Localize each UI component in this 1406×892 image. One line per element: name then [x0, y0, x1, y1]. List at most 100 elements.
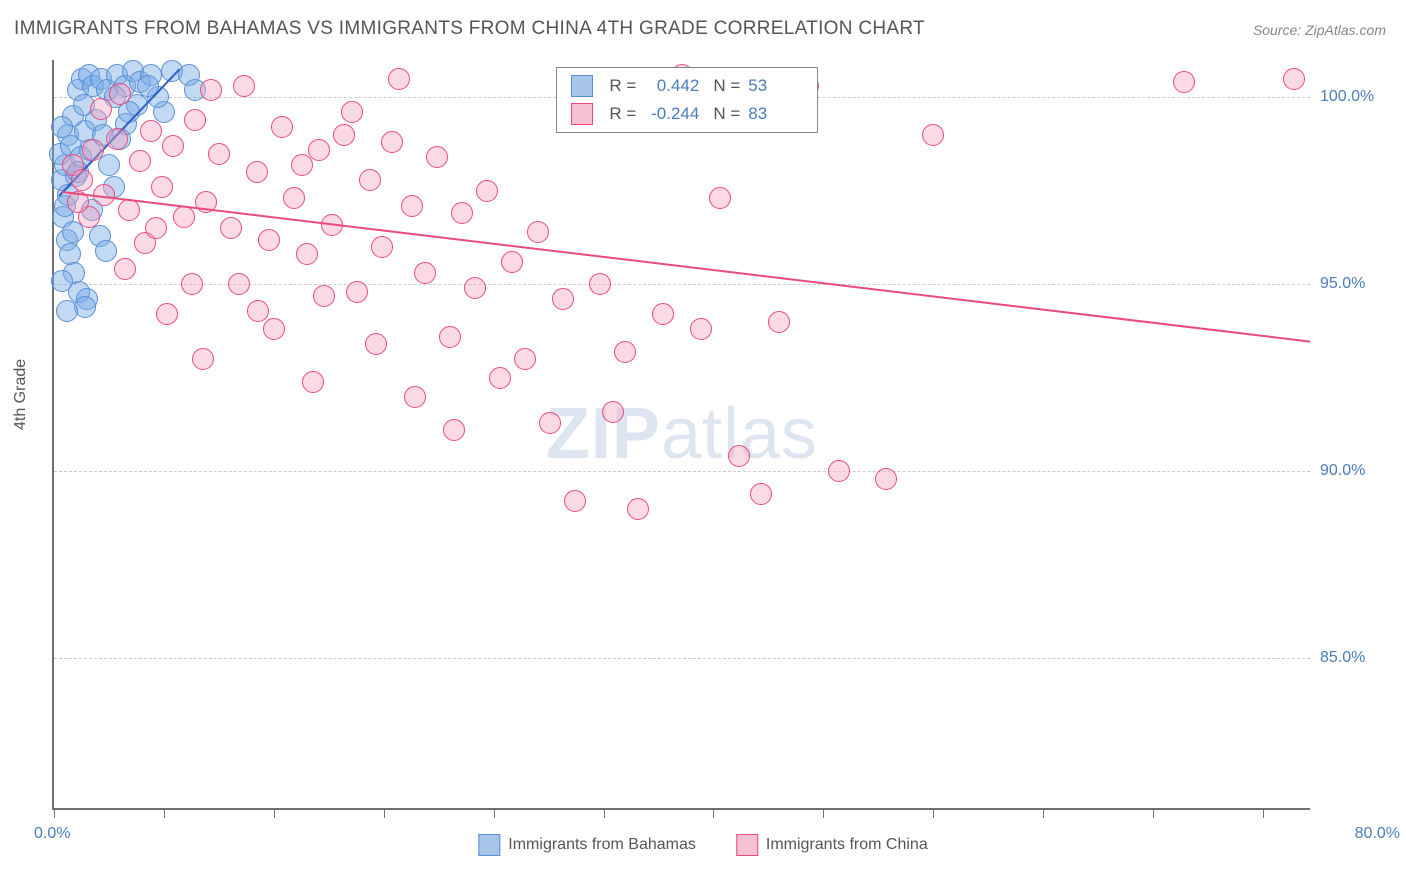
- x-tick: [1263, 808, 1264, 818]
- data-point-china: [308, 139, 330, 161]
- data-point-china: [750, 483, 772, 505]
- data-point-china: [296, 243, 318, 265]
- watermark: ZIPatlas: [546, 393, 818, 475]
- data-point-china: [589, 273, 611, 295]
- data-point-china: [302, 371, 324, 393]
- data-point-china: [768, 311, 790, 333]
- data-point-china: [414, 262, 436, 284]
- data-point-china: [1173, 71, 1195, 93]
- x-tick: [54, 808, 55, 818]
- data-point-china: [313, 285, 335, 307]
- y-axis-label: 4th Grade: [12, 359, 30, 430]
- legend-bottom: Immigrants from Bahamas Immigrants from C…: [478, 834, 927, 856]
- legend-label: Immigrants from Bahamas: [508, 836, 696, 853]
- data-point-china: [82, 139, 104, 161]
- data-point-china: [922, 124, 944, 146]
- r-value: -0.244: [644, 104, 699, 124]
- data-point-china: [200, 79, 222, 101]
- n-label: N =: [713, 76, 740, 96]
- chart-title: IMMIGRANTS FROM BAHAMAS VS IMMIGRANTS FR…: [14, 18, 925, 40]
- data-point-china: [192, 348, 214, 370]
- data-point-china: [501, 251, 523, 273]
- data-point-china: [514, 348, 536, 370]
- x-tick: [713, 808, 714, 818]
- data-point-china: [404, 386, 426, 408]
- data-point-china: [690, 318, 712, 340]
- legend-stats-row: R =-0.244N =83: [571, 100, 803, 128]
- data-point-china: [71, 169, 93, 191]
- data-point-china: [709, 187, 731, 209]
- data-point-china: [263, 318, 285, 340]
- n-value: 53: [748, 76, 803, 96]
- legend-swatch: [736, 834, 758, 856]
- trend-line-china: [62, 191, 1310, 343]
- x-tick: [384, 808, 385, 818]
- data-point-china: [552, 288, 574, 310]
- data-point-china: [109, 83, 131, 105]
- data-point-china: [228, 273, 250, 295]
- data-point-china: [401, 195, 423, 217]
- data-point-china: [258, 229, 280, 251]
- data-point-china: [828, 460, 850, 482]
- data-point-china: [114, 258, 136, 280]
- data-point-china: [90, 98, 112, 120]
- data-point-china: [346, 281, 368, 303]
- legend-stats-row: R = 0.442 N = 53: [571, 72, 803, 100]
- legend-item: Immigrants from Bahamas: [478, 834, 696, 856]
- data-point-china: [728, 445, 750, 467]
- data-point-china: [439, 326, 461, 348]
- data-point-china: [341, 101, 363, 123]
- data-point-china: [388, 68, 410, 90]
- data-point-china: [173, 206, 195, 228]
- data-point-china: [426, 146, 448, 168]
- data-point-china: [333, 124, 355, 146]
- gridline: [54, 471, 1310, 472]
- x-tick: [274, 808, 275, 818]
- data-point-china: [564, 490, 586, 512]
- x-tick: [494, 808, 495, 818]
- data-point-china: [246, 161, 268, 183]
- x-max-label: 80.0%: [1355, 825, 1400, 843]
- y-tick-label: 85.0%: [1320, 649, 1390, 667]
- data-point-china: [129, 150, 151, 172]
- data-point-china: [283, 187, 305, 209]
- data-point-china: [365, 333, 387, 355]
- data-point-china: [464, 277, 486, 299]
- y-tick-label: 95.0%: [1320, 275, 1390, 293]
- legend-label: Immigrants from China: [766, 836, 928, 853]
- data-point-china: [151, 176, 173, 198]
- data-point-china: [181, 273, 203, 295]
- x-min-label: 0.0%: [34, 825, 70, 843]
- data-point-china: [291, 154, 313, 176]
- data-point-china: [527, 221, 549, 243]
- data-point-china: [614, 341, 636, 363]
- legend-item: Immigrants from China: [736, 834, 928, 856]
- data-point-bahamas: [74, 296, 96, 318]
- gridline: [54, 658, 1310, 659]
- x-tick: [1153, 808, 1154, 818]
- data-point-china: [140, 120, 162, 142]
- data-point-china: [162, 135, 184, 157]
- legend-swatch: [478, 834, 500, 856]
- data-point-china: [875, 468, 897, 490]
- data-point-china: [451, 202, 473, 224]
- data-point-china: [443, 419, 465, 441]
- r-value: 0.442: [644, 76, 699, 96]
- data-point-china: [184, 109, 206, 131]
- data-point-china: [489, 367, 511, 389]
- data-point-china: [359, 169, 381, 191]
- data-point-china: [208, 143, 230, 165]
- legend-stats: R = 0.442 N = 53R = -0.244 N = 83: [556, 67, 818, 133]
- legend-swatch: [571, 75, 593, 97]
- source-label: Source: ZipAtlas.com: [1253, 22, 1386, 38]
- data-point-china: [381, 131, 403, 153]
- data-point-bahamas: [95, 240, 117, 262]
- chart-container: IMMIGRANTS FROM BAHAMAS VS IMMIGRANTS FR…: [0, 0, 1406, 892]
- x-tick: [604, 808, 605, 818]
- data-point-china: [106, 128, 128, 150]
- x-tick: [164, 808, 165, 818]
- n-label: N =: [713, 104, 740, 124]
- r-label: R =: [609, 76, 636, 96]
- y-tick-label: 100.0%: [1320, 88, 1390, 106]
- n-value: 83: [748, 104, 803, 124]
